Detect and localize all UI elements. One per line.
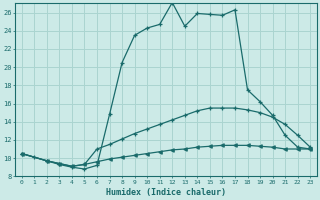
X-axis label: Humidex (Indice chaleur): Humidex (Indice chaleur) [106, 188, 226, 197]
